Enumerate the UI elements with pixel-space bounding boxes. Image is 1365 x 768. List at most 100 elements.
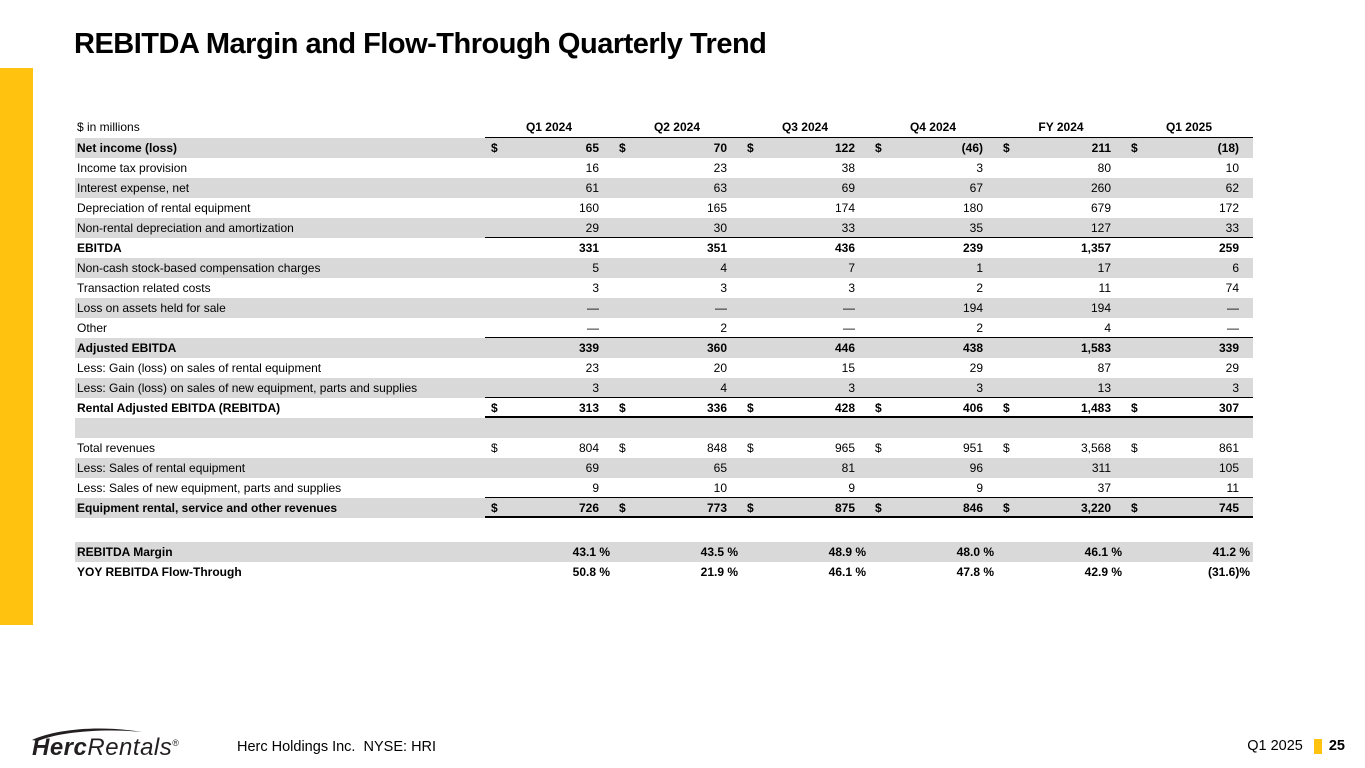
cell-value: $726 [485,498,613,516]
row-label: Less: Gain (loss) on sales of new equipm… [77,381,418,395]
cell-value: 339 [485,338,613,358]
row-values: 331 351 436 239 1,357 259 [485,238,1253,258]
cell-value: 446 [741,338,869,358]
row-label: Less: Sales of rental equipment [77,461,246,475]
row-yoy-flow-through: YOY REBITDA Flow-Through 50.8 % 21.9 % 46.1… [75,562,1253,582]
row-values: 3 4 3 3 13 3 [485,378,1253,398]
value-text: 81 [841,461,855,475]
value-text: 406 [962,401,983,415]
cell-value: 679 [997,198,1125,218]
cell-value: 61 [485,178,613,198]
dollar-sign: $ [491,401,498,415]
cell-value: 46.1 % [997,542,1125,562]
value-text: 29 [1225,361,1239,375]
cell-value: $122 [741,138,869,158]
column-header: FY 2024 [1038,120,1084,134]
dollar-sign: $ [875,501,882,515]
value-text: 47.8 % [956,565,994,579]
cell-value: 48.9 % [741,542,869,562]
value-text: 105 [1218,461,1239,475]
cell-value [869,418,997,438]
dollar-sign: $ [875,441,882,455]
cell-value: 311 [997,458,1125,478]
value-text: 43.5 % [700,545,738,559]
row-ebitda: EBITDA 331 351 436 239 1,357 259 [75,238,1253,258]
cell-value: 43.5 % [613,542,741,562]
dollar-sign: $ [747,441,754,455]
row-values: 16 23 38 3 80 10 [485,158,1253,178]
value-text: 33 [841,221,855,235]
value-text: 965 [834,441,855,455]
value-text: 9 [592,481,599,495]
cell-value: 63 [613,178,741,198]
dollar-sign: $ [619,141,626,155]
value-text: 4 [720,381,727,395]
cell-value: 67 [869,178,997,198]
financial-table: $ in millions Q1 2024 Q2 2024 Q3 2024 Q4 20… [75,118,1253,582]
cell-value: $773 [613,498,741,516]
cell-value: $406 [869,398,997,416]
value-text: 848 [706,441,727,455]
row-label: Income tax provision [77,161,188,175]
value-text: 37 [1097,481,1111,495]
dollar-sign: $ [1003,401,1010,415]
value-text: 122 [834,141,855,155]
row-values: 339 360 446 438 1,583 339 [485,338,1253,358]
cell-value: 41.2 % [1125,542,1253,562]
value-text: 1,357 [1080,241,1111,255]
dollar-sign: $ [747,501,754,515]
value-text: 3 [976,161,983,175]
value-text: 1 [976,261,983,275]
row-stock-comp: Non-cash stock-based compensation charge… [75,258,1253,278]
cell-value: 3 [869,378,997,397]
value-text: 9 [848,481,855,495]
value-text: 69 [841,181,855,195]
value-text: — [715,301,727,315]
value-text: 35 [969,221,983,235]
cell-value: 3 [613,278,741,298]
cell-value: — [613,298,741,318]
column-header: Q4 2024 [909,120,957,134]
value-text: 307 [1218,401,1239,415]
column-header: Q3 2024 [781,120,829,134]
value-text: 11 [1226,481,1239,495]
row-label: Interest expense, net [77,181,190,195]
cell-value: 174 [741,198,869,218]
cell-value: — [485,298,613,318]
cell-value: — [1125,298,1253,318]
value-text: 875 [834,501,855,515]
row-label [75,418,485,438]
column-header: Q1 2024 [525,120,573,134]
cell-value: 438 [869,338,997,358]
cell-value: 37 [997,478,1125,497]
value-text: 745 [1218,501,1239,515]
cell-value: 50.8 % [485,562,613,582]
cell-value: 17 [997,258,1125,278]
cell-value: $875 [741,498,869,516]
column-header: Q2 2024 [653,120,701,134]
page-title: REBITDA Margin and Flow-Through Quarterl… [74,28,767,60]
dollar-sign: $ [491,441,498,455]
value-text: 4 [720,261,727,275]
value-text: 50.8 % [572,565,610,579]
value-text: 446 [834,341,855,355]
dollar-sign: $ [747,401,754,415]
cell-value: $3,220 [997,498,1125,516]
cell-value: 180 [869,198,997,218]
row-values: $804 $848 $965 $951 $3,568 $861 [485,438,1253,458]
value-text: 172 [1218,201,1239,215]
value-text: 679 [1090,201,1111,215]
value-text: 174 [834,201,855,215]
value-text: 3 [1232,381,1239,395]
cell-value: 35 [869,218,997,237]
column-header: Q1 2025 [1165,120,1213,134]
value-text: 80 [1097,161,1111,175]
cell-value [613,418,741,438]
cell-value: 9 [741,478,869,497]
cell-value: $336 [613,398,741,416]
value-text: 87 [1097,361,1111,375]
cell-value: 30 [613,218,741,237]
value-text: 3 [592,381,599,395]
value-text: 239 [962,241,983,255]
cell-value: 69 [485,458,613,478]
